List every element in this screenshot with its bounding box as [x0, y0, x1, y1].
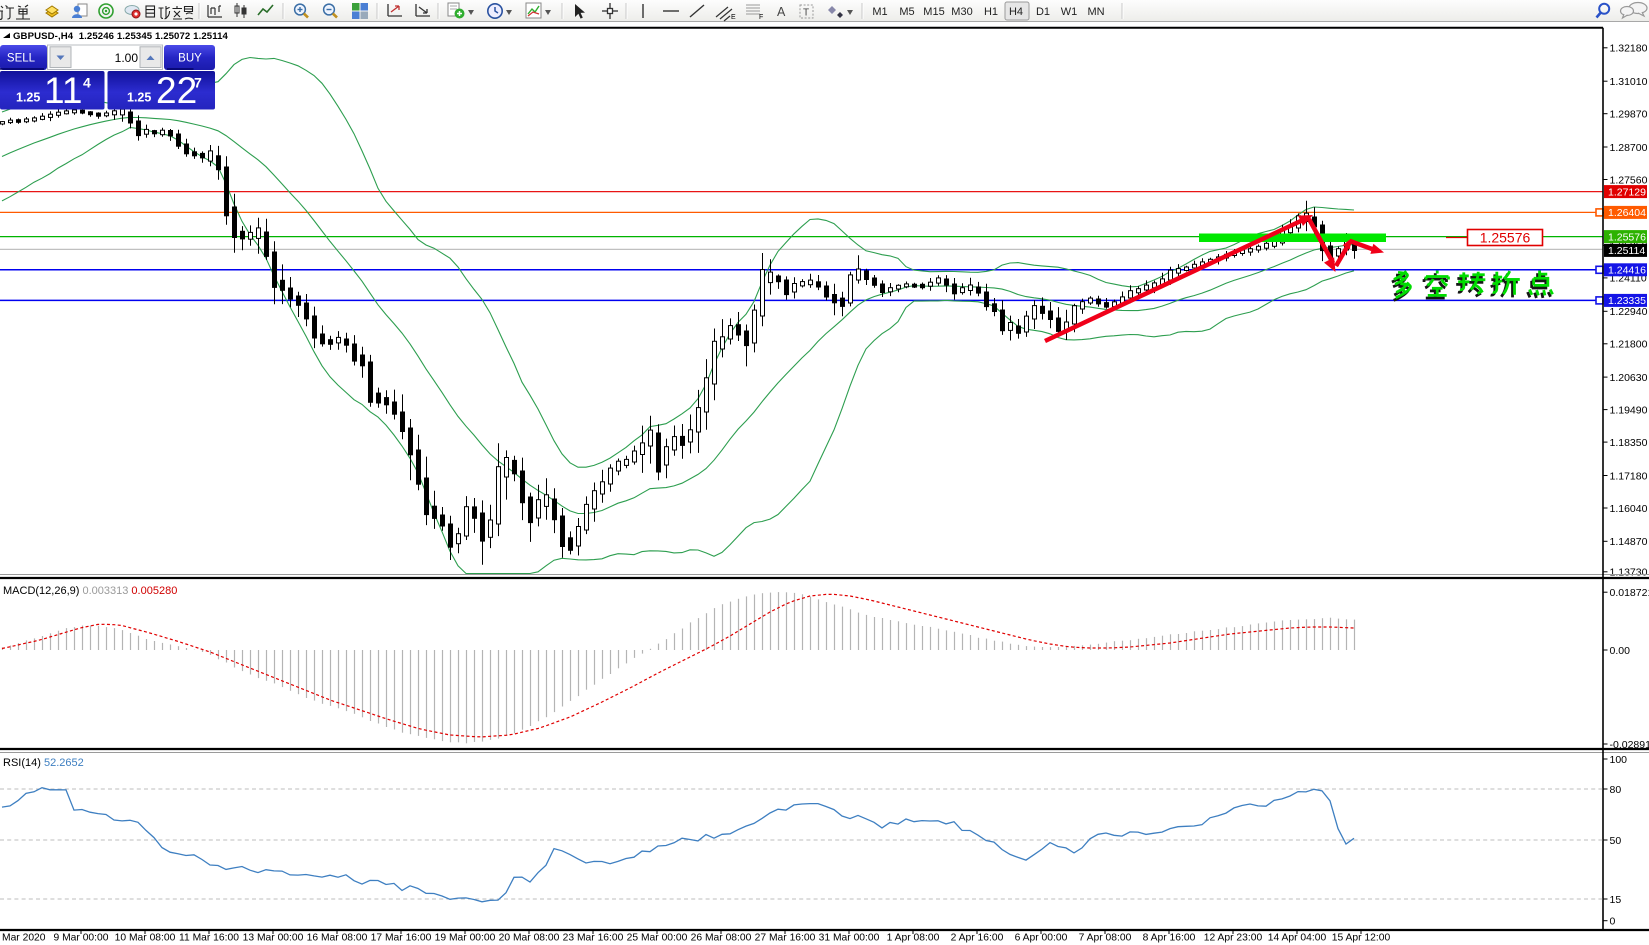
svg-text:13 Mar 00:00: 13 Mar 00:00: [243, 933, 304, 944]
svg-text:6 Apr 00:00: 6 Apr 00:00: [1015, 933, 1068, 944]
svg-text:23 Mar 16:00: 23 Mar 16:00: [563, 933, 624, 944]
svg-text:16 Mar 08:00: 16 Mar 08:00: [307, 933, 368, 944]
svg-text:7: 7: [194, 75, 202, 91]
svg-text:15 Apr 12:00: 15 Apr 12:00: [1332, 933, 1391, 944]
svg-text:H1: H1: [984, 6, 998, 18]
svg-text:SELL: SELL: [7, 53, 36, 65]
svg-text:17 Mar 16:00: 17 Mar 16:00: [371, 933, 432, 944]
svg-text:22: 22: [156, 70, 197, 111]
svg-text:E: E: [731, 14, 736, 21]
svg-text:1.16040: 1.16040: [1610, 503, 1648, 515]
svg-text:1.25576: 1.25576: [1480, 230, 1531, 246]
svg-text:1.23335: 1.23335: [1608, 295, 1646, 307]
svg-text:W1: W1: [1061, 6, 1078, 18]
svg-text:1.25: 1.25: [127, 91, 151, 105]
svg-text:1.25114: 1.25114: [1608, 245, 1645, 257]
svg-text:8 Apr 16:00: 8 Apr 16:00: [1143, 933, 1196, 944]
svg-text:BUY: BUY: [178, 53, 202, 65]
svg-text:MN: MN: [1087, 6, 1104, 18]
svg-text:H4: H4: [1009, 6, 1023, 18]
svg-text:9 Mar 00:00: 9 Mar 00:00: [54, 933, 109, 944]
svg-text:14 Apr 04:00: 14 Apr 04:00: [1268, 933, 1327, 944]
svg-text:1.00: 1.00: [115, 51, 139, 65]
svg-text:1.18350: 1.18350: [1610, 437, 1648, 449]
svg-text:1.27129: 1.27129: [1608, 186, 1646, 198]
svg-text:1.24416: 1.24416: [1608, 265, 1646, 277]
svg-text:27 Mar 16:00: 27 Mar 16:00: [755, 933, 816, 944]
svg-text:MACD(12,26,9) 0.003313 0.00528: MACD(12,26,9) 0.003313 0.005280: [3, 585, 177, 597]
svg-text:1.27560: 1.27560: [1610, 174, 1648, 186]
svg-text:-0.028913: -0.028913: [1610, 739, 1649, 751]
svg-text:0.00: 0.00: [1610, 645, 1631, 657]
svg-text:25 Mar 00:00: 25 Mar 00:00: [627, 933, 688, 944]
svg-text:26 Mar 08:00: 26 Mar 08:00: [691, 933, 752, 944]
svg-text:15: 15: [1610, 894, 1622, 906]
svg-text:T: T: [803, 8, 809, 19]
svg-text:1.20630: 1.20630: [1610, 372, 1648, 384]
svg-text:1.22940: 1.22940: [1610, 306, 1648, 318]
svg-text:1 Apr 08:00: 1 Apr 08:00: [887, 933, 940, 944]
svg-text:1.32180: 1.32180: [1610, 43, 1648, 55]
svg-text:1.31010: 1.31010: [1610, 76, 1648, 88]
svg-text:Mar 2020: Mar 2020: [2, 933, 46, 944]
svg-text:0: 0: [1610, 916, 1616, 928]
svg-text:M1: M1: [872, 6, 887, 18]
svg-text:1.28700: 1.28700: [1610, 142, 1648, 154]
svg-text:2 Apr 16:00: 2 Apr 16:00: [951, 933, 1004, 944]
svg-text:1.13730: 1.13730: [1610, 567, 1648, 579]
svg-text:M30: M30: [951, 6, 972, 18]
svg-text:100: 100: [1610, 754, 1628, 766]
svg-text:GBPUSD-,H4 1.25246 1.25345 1.: GBPUSD-,H4 1.25246 1.25345 1.25072 1.251…: [13, 31, 229, 42]
svg-text:4: 4: [83, 75, 91, 91]
svg-text:1.19490: 1.19490: [1610, 404, 1648, 416]
svg-text:1.14870: 1.14870: [1610, 536, 1648, 548]
svg-text:1.25: 1.25: [16, 91, 40, 105]
svg-text:50: 50: [1610, 835, 1622, 847]
svg-text:1.17180: 1.17180: [1610, 470, 1648, 482]
svg-text:D1: D1: [1036, 6, 1050, 18]
svg-text:11: 11: [44, 70, 82, 111]
svg-text:31 Mar 00:00: 31 Mar 00:00: [819, 933, 880, 944]
svg-text:A: A: [777, 5, 786, 19]
svg-text:1.25576: 1.25576: [1608, 231, 1646, 243]
svg-text:19 Mar 00:00: 19 Mar 00:00: [435, 933, 496, 944]
svg-text:80: 80: [1610, 784, 1622, 796]
svg-text:1.26404: 1.26404: [1608, 207, 1646, 219]
svg-text:F: F: [759, 14, 763, 21]
svg-text:10 Mar 08:00: 10 Mar 08:00: [115, 933, 176, 944]
svg-text:0.018721: 0.018721: [1610, 587, 1649, 599]
svg-text:M5: M5: [899, 6, 914, 18]
svg-text:1.29870: 1.29870: [1610, 109, 1648, 121]
svg-text:7 Apr 08:00: 7 Apr 08:00: [1079, 933, 1132, 944]
svg-text:20 Mar 08:00: 20 Mar 08:00: [499, 933, 560, 944]
svg-text:M15: M15: [923, 6, 944, 18]
svg-text:11 Mar 16:00: 11 Mar 16:00: [179, 933, 239, 944]
svg-text:RSI(14) 52.2652: RSI(14) 52.2652: [3, 757, 84, 769]
svg-text:12 Apr 23:00: 12 Apr 23:00: [1204, 933, 1263, 944]
svg-text:1.21800: 1.21800: [1610, 339, 1648, 351]
